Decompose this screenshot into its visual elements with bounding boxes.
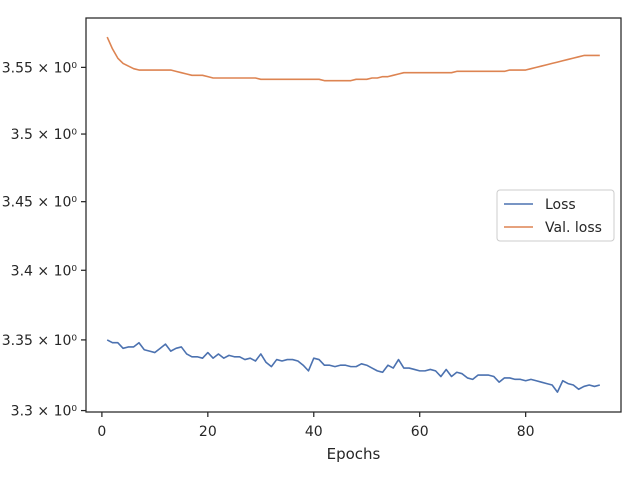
legend-label-2: Val. loss [545, 220, 602, 236]
y-tick-label: 3.5 × 10⁰ [11, 127, 78, 143]
x-tick-label: 0 [97, 424, 106, 440]
y-axis-ticks: 3.3 × 10⁰ 3.35 × 10⁰ 3.4 × 10⁰ 3.45 × 10⁰ 3.… [2, 60, 86, 420]
y-tick-label: 3.45 × 10⁰ [2, 195, 78, 211]
series-layer [106, 36, 601, 393]
series-line-2 [106, 36, 600, 82]
y-tick-label: 3.3 × 10⁰ [11, 404, 78, 420]
x-tick-label: 80 [517, 424, 535, 440]
y-tick-label: 3.35 × 10⁰ [2, 333, 78, 349]
y-tick-label: 3.4 × 10⁰ [11, 263, 78, 279]
x-tick-label: 60 [411, 424, 429, 440]
series-line-1 [106, 339, 601, 393]
x-axis-ticks: 0 20 40 60 80 [97, 412, 535, 440]
legend-label-1: Loss [545, 197, 576, 213]
x-tick-label: 40 [305, 424, 323, 440]
legend-box [496, 189, 615, 242]
x-tick-label: 20 [199, 424, 217, 440]
legend-items: Loss Val. loss [504, 197, 602, 236]
legend: Loss Val. loss [496, 189, 615, 242]
x-axis-label: Epochs [327, 445, 381, 463]
y-tick-label: 3.55 × 10⁰ [2, 60, 78, 76]
plot-frame [85, 17, 622, 413]
